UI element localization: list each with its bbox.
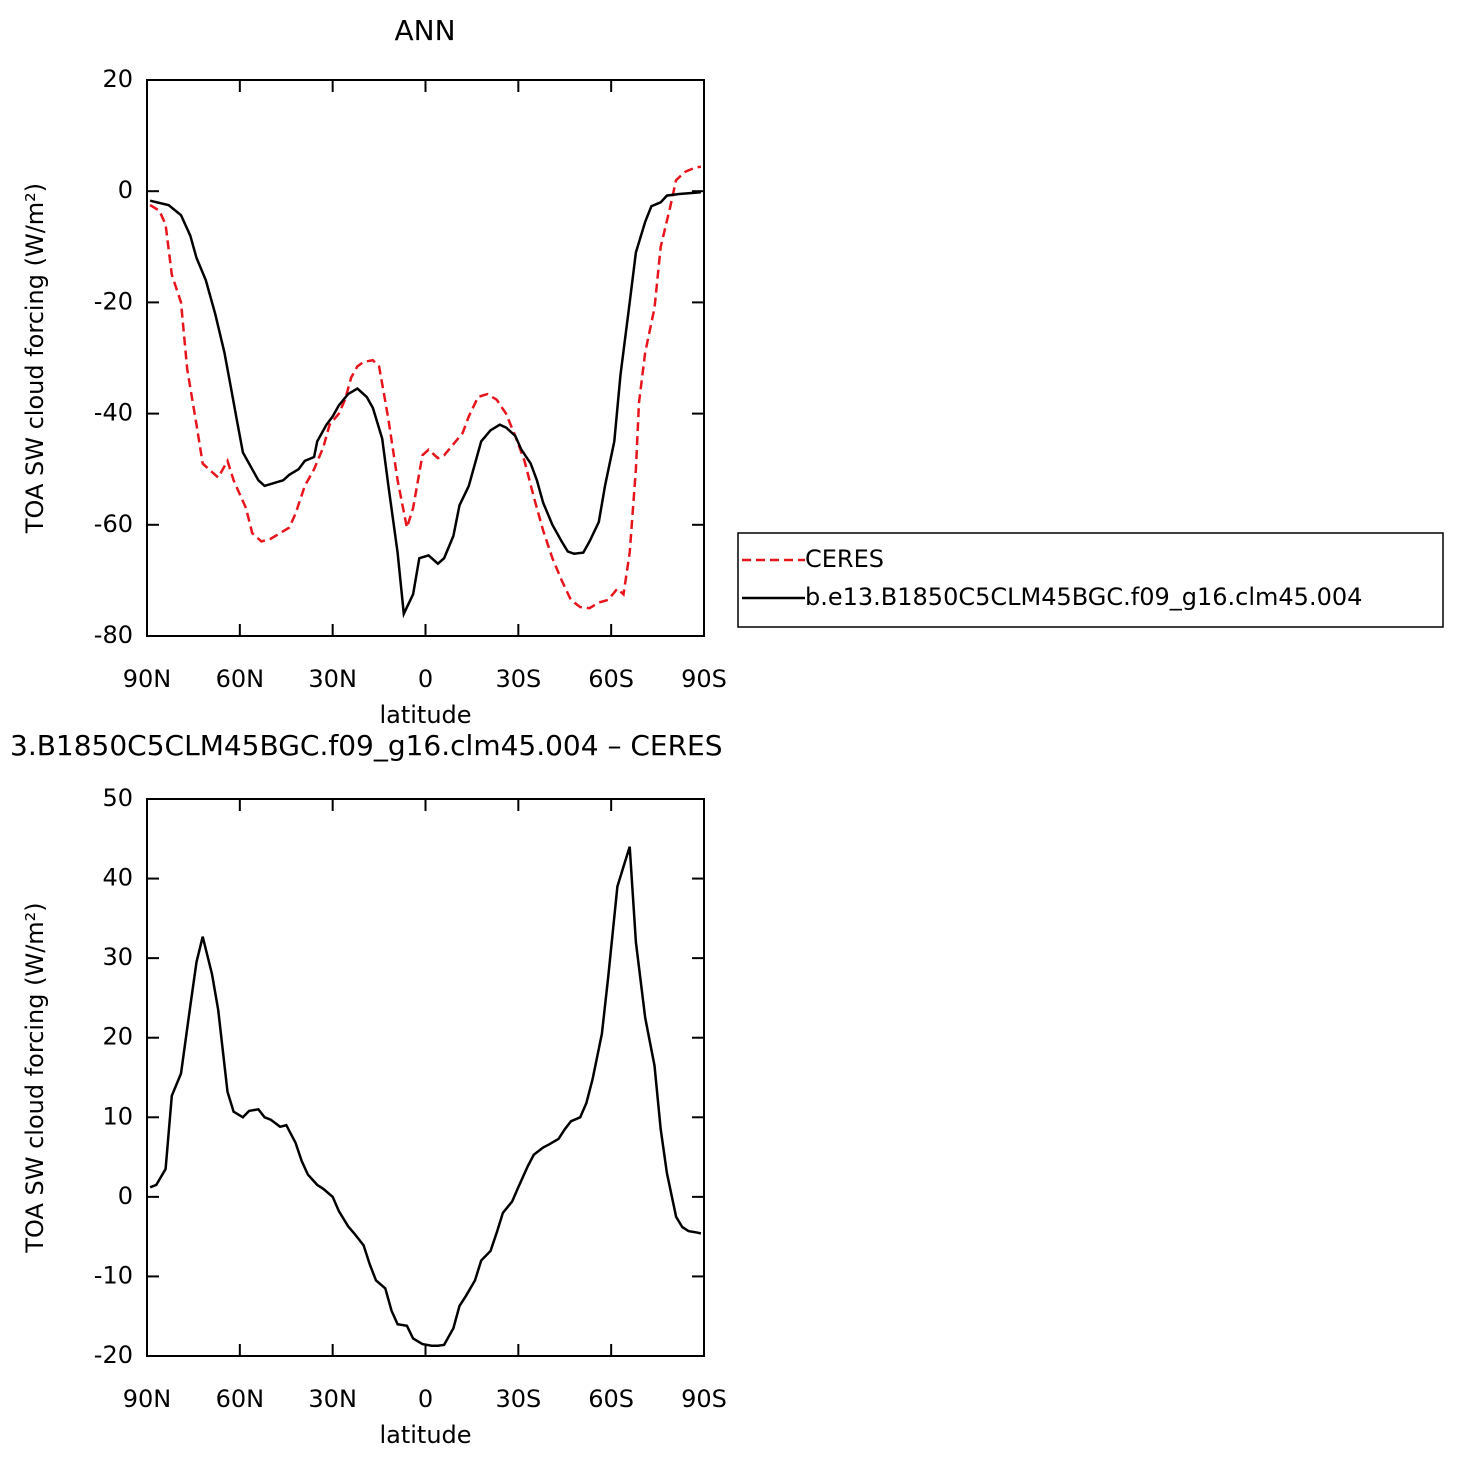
y-tick-label: -60 (94, 510, 133, 538)
x-axis-label: latitude (379, 1421, 471, 1449)
y-tick-label: -40 (94, 399, 133, 427)
y-tick-label: 30 (102, 943, 133, 971)
y-tick-label: 20 (102, 65, 133, 93)
y-tick-label: 0 (118, 1182, 133, 1210)
data-line (149, 165, 702, 610)
y-tick-label: -80 (94, 621, 133, 649)
x-tick-label: 30N (308, 665, 357, 693)
data-line (149, 191, 701, 619)
x-tick-label: 90N (123, 665, 172, 693)
x-tick-label: 30N (308, 1385, 357, 1413)
x-tick-label: 0 (418, 665, 433, 693)
x-tick-label: 60S (588, 1385, 634, 1413)
y-tick-label: 40 (102, 864, 133, 892)
x-tick-label: 60N (216, 1385, 265, 1413)
x-tick-label: 90S (681, 1385, 727, 1413)
legend-label: CERES (805, 545, 884, 573)
legend-label: b.e13.B1850C5CLM45BGC.f09_g16.clm45.004 (805, 583, 1362, 611)
plot-frame (146, 798, 705, 1357)
legend-box (737, 532, 1444, 628)
x-tick-label: 90S (681, 665, 727, 693)
y-tick-label: 20 (102, 1023, 133, 1051)
x-tick-label: 60S (588, 665, 634, 693)
y-tick-label: -20 (94, 287, 133, 315)
chart-title: 3.B1850C5CLM45BGC.f09_g16.clm45.004 – CE… (10, 729, 723, 762)
x-tick-label: 30S (495, 1385, 541, 1413)
y-tick-label: -20 (94, 1341, 133, 1369)
y-tick-label: 10 (102, 1102, 133, 1130)
chart-title: ANN (394, 14, 455, 47)
x-tick-label: 0 (418, 1385, 433, 1413)
x-tick-label: 90N (123, 1385, 172, 1413)
y-axis-label: TOA SW cloud forcing (W/m²) (21, 183, 49, 534)
x-tick-label: 60N (216, 665, 265, 693)
data-line (149, 846, 702, 1347)
y-tick-label: 0 (118, 176, 133, 204)
y-tick-label: -10 (94, 1261, 133, 1289)
y-axis-label: TOA SW cloud forcing (W/m²) (21, 902, 49, 1253)
x-tick-label: 30S (495, 665, 541, 693)
plot-frame (146, 79, 705, 637)
y-tick-label: 50 (102, 784, 133, 812)
x-axis-label: latitude (379, 701, 471, 729)
